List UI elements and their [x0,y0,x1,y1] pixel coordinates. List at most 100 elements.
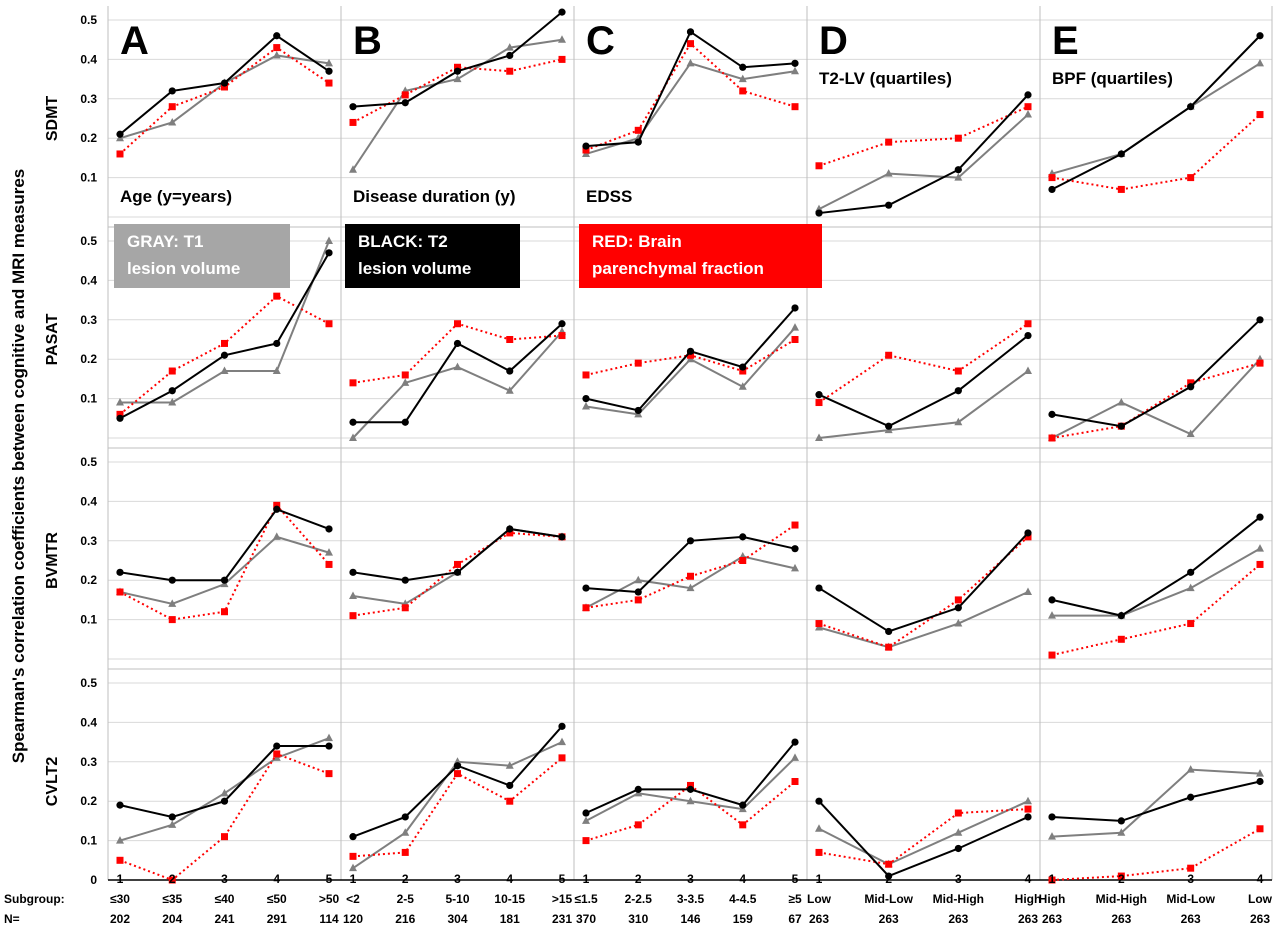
data-point-bpf [1117,635,1125,643]
data-point-t1 [558,737,566,746]
data-point-bpf [1187,174,1195,182]
data-point-t1 [1256,544,1264,552]
data-point-t2 [885,627,893,636]
data-point-t1 [686,58,695,67]
x-tick-label: 1 [583,872,590,886]
data-point-t1 [349,863,357,872]
data-point-bpf [221,83,228,91]
data-point-t2 [168,813,176,821]
data-point-t1 [884,169,893,177]
data-point-t2 [815,391,823,399]
x-tick-label: 2 [1118,872,1125,886]
subgroup-label: Mid-Low [1166,892,1215,906]
x-tick-label: 2 [169,872,176,886]
subgroup-row-title: Subgroup: [4,892,65,906]
data-point-t2 [791,304,799,312]
data-point-bpf [1048,876,1056,884]
data-point-t1 [815,433,823,441]
data-point-t2 [1117,422,1125,430]
data-point-t2 [325,67,333,75]
data-point-t2 [1256,513,1264,521]
data-point-t2 [1024,91,1032,99]
data-point-t1 [1024,110,1032,118]
data-point-bpf [221,339,228,347]
data-point-bpf [558,55,566,63]
n-label: 216 [395,912,415,926]
data-point-t1 [116,398,124,406]
data-point-t2 [220,351,229,359]
subgroup-label: ≤40 [215,892,235,906]
data-point-bpf [739,821,747,829]
data-point-t1 [1186,429,1195,438]
series-line-t2 [585,30,796,148]
panel-letter-d: D [819,19,848,63]
data-point-t1 [1117,398,1126,406]
series-line-t1 [585,555,796,609]
n-label: 291 [267,912,287,926]
y-tick-label: 0.5 [80,13,97,27]
data-point-t2 [815,584,823,592]
data-point-t2 [116,414,124,422]
data-point-t1 [738,382,747,390]
data-point-t1 [401,828,410,836]
y-tick-label: 0.4 [80,273,97,287]
legend-box [114,224,290,288]
data-point-bpf [454,560,461,568]
data-point-t1 [1256,769,1264,777]
data-point-bpf [273,44,281,52]
data-point-t1 [1186,765,1195,773]
data-point-bpf [815,620,823,628]
data-point-t1 [791,563,799,572]
data-point-bpf [954,134,962,142]
data-point-bpf [1256,111,1264,119]
series-line-t1 [818,800,1029,866]
data-point-bpf [325,770,333,778]
n-label: 181 [500,912,520,926]
legend-text: lesion volume [358,259,471,278]
x-tick-label: 3 [955,872,962,886]
data-point-bpf [954,596,962,604]
data-point-bpf [815,162,823,170]
data-point-bpf [582,371,590,379]
x-tick-label: 1 [350,872,357,886]
data-point-t1 [738,74,747,83]
data-point-bpf [349,612,357,620]
n-label: 263 [1111,912,1131,926]
data-point-t1 [325,58,333,67]
subgroup-label: High [1039,892,1066,906]
data-point-t2 [686,28,695,36]
data-point-t2 [582,584,590,592]
data-point-bpf [634,821,642,829]
legend-text: GRAY: T1 [127,232,204,251]
data-point-t2 [954,844,962,853]
legend-text: BLACK: T2 [358,232,448,251]
data-point-t1 [791,323,799,331]
data-point-t2 [273,505,281,513]
x-tick-label: 5 [559,872,566,886]
subgroup-label: 2-2.5 [625,892,653,906]
data-point-t2 [1187,568,1195,576]
series-line-t2 [818,532,1029,633]
data-point-bpf [168,876,176,884]
data-point-bpf [815,399,823,407]
data-point-t2 [954,387,962,395]
data-point-bpf [349,852,357,860]
legend-text: lesion volume [127,259,240,278]
data-point-bpf [454,63,461,71]
n-label: 263 [1018,912,1038,926]
y-tick-label: 0.5 [80,234,97,248]
data-point-t1 [453,74,462,83]
data-point-t2 [634,785,642,793]
data-point-t1 [325,548,333,556]
series-line-bpf [585,42,796,151]
data-point-bpf [885,351,893,359]
data-point-bpf [739,557,747,564]
data-point-t1 [1256,58,1264,67]
data-point-bpf [739,87,747,95]
y-tick-label: 0.3 [80,755,97,769]
data-point-t2 [1048,596,1056,604]
n-label: 159 [733,912,753,926]
panel-letter-a: A [120,19,149,63]
data-point-t2 [1187,793,1195,801]
data-point-t1 [791,753,799,761]
